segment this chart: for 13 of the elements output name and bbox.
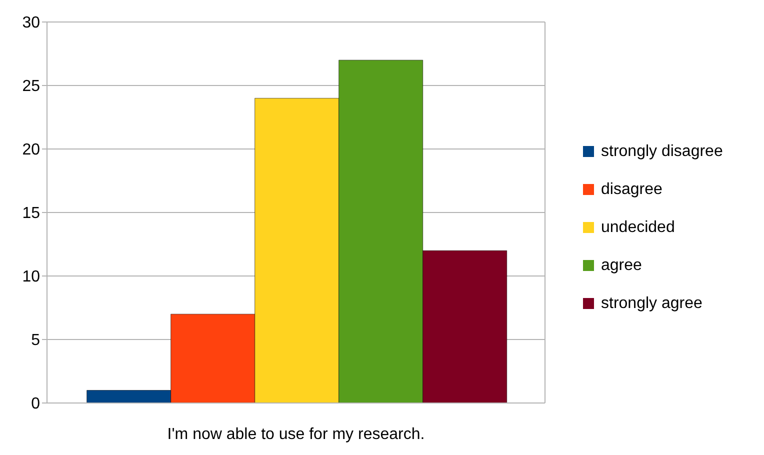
y-tick-label: 5 [31,332,40,350]
legend-label: undecided [601,218,675,238]
legend-label: disagree [601,180,662,200]
y-tick-label: 10 [22,268,40,286]
y-tick-label: 20 [22,142,40,159]
y-tick-label: 25 [22,78,40,96]
y-tick-label: 15 [22,205,40,222]
x-axis-title: I'm now able to use for my research. [167,426,425,443]
legend-label: agree [601,256,642,276]
y-tick-label: 0 [31,396,40,413]
legend-label: strongly disagree [601,142,723,162]
y-tick-label: 30 [22,14,40,32]
legend-label: strongly agree [601,294,702,314]
